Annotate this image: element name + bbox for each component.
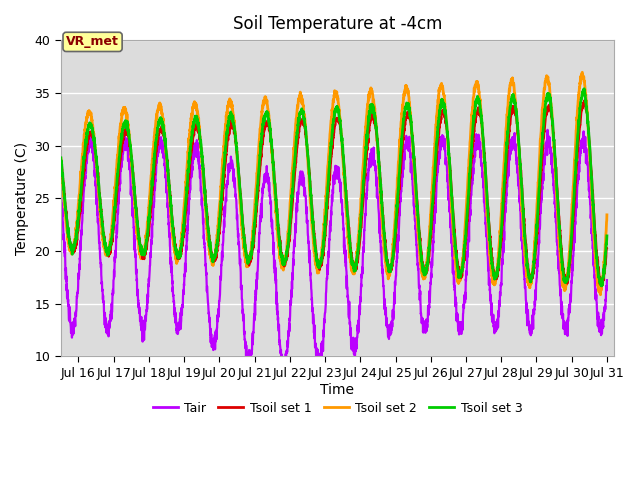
Tair	[119, 151, 127, 156]
Tair	[266, 195, 274, 201]
Tsoil set 3	[266, 126, 274, 132]
Tair	[152, 178, 159, 184]
Tsoil set 2	[603, 212, 611, 218]
Tsoil set 2	[596, 292, 604, 298]
Tair	[544, 127, 552, 133]
Tair	[603, 277, 611, 283]
Tsoil set 1	[593, 246, 600, 252]
Tsoil set 1	[603, 245, 611, 251]
Tair	[280, 370, 287, 375]
Tair	[57, 180, 65, 185]
Tsoil set 1	[266, 132, 274, 137]
Line: Tsoil set 3: Tsoil set 3	[61, 89, 607, 286]
Tsoil set 3	[57, 155, 65, 161]
Title: Soil Temperature at -4cm: Soil Temperature at -4cm	[233, 15, 442, 33]
Tsoil set 2	[579, 70, 586, 75]
Y-axis label: Temperature (C): Temperature (C)	[15, 142, 29, 255]
Tsoil set 3	[534, 216, 541, 222]
Legend: Tair, Tsoil set 1, Tsoil set 2, Tsoil set 3: Tair, Tsoil set 1, Tsoil set 2, Tsoil se…	[148, 396, 527, 420]
Tsoil set 3	[598, 283, 605, 289]
Tsoil set 1	[152, 158, 159, 164]
Tsoil set 2	[119, 110, 127, 116]
Tsoil set 1	[57, 157, 65, 163]
Tair	[593, 299, 600, 304]
Tsoil set 2	[152, 123, 159, 129]
Tsoil set 2	[290, 144, 298, 150]
Tsoil set 1	[534, 231, 541, 237]
Tsoil set 1	[119, 136, 127, 142]
Line: Tsoil set 2: Tsoil set 2	[61, 72, 607, 295]
Tair	[291, 240, 298, 246]
Tsoil set 3	[580, 86, 588, 92]
Tsoil set 1	[580, 98, 588, 104]
Text: VR_met: VR_met	[66, 36, 119, 48]
Tsoil set 2	[57, 156, 65, 161]
Tair	[534, 256, 541, 262]
Line: Tsoil set 1: Tsoil set 1	[61, 101, 607, 286]
Line: Tair: Tair	[61, 130, 607, 372]
Tsoil set 3	[593, 251, 600, 257]
Tsoil set 3	[290, 168, 298, 174]
Tsoil set 1	[290, 184, 298, 190]
Tsoil set 2	[593, 268, 600, 274]
Tsoil set 1	[598, 283, 605, 289]
Tsoil set 2	[266, 127, 274, 133]
Tsoil set 3	[603, 233, 611, 239]
X-axis label: Time: Time	[321, 383, 355, 396]
Tsoil set 3	[152, 140, 159, 146]
Tsoil set 2	[534, 195, 541, 201]
Tsoil set 3	[119, 123, 127, 129]
